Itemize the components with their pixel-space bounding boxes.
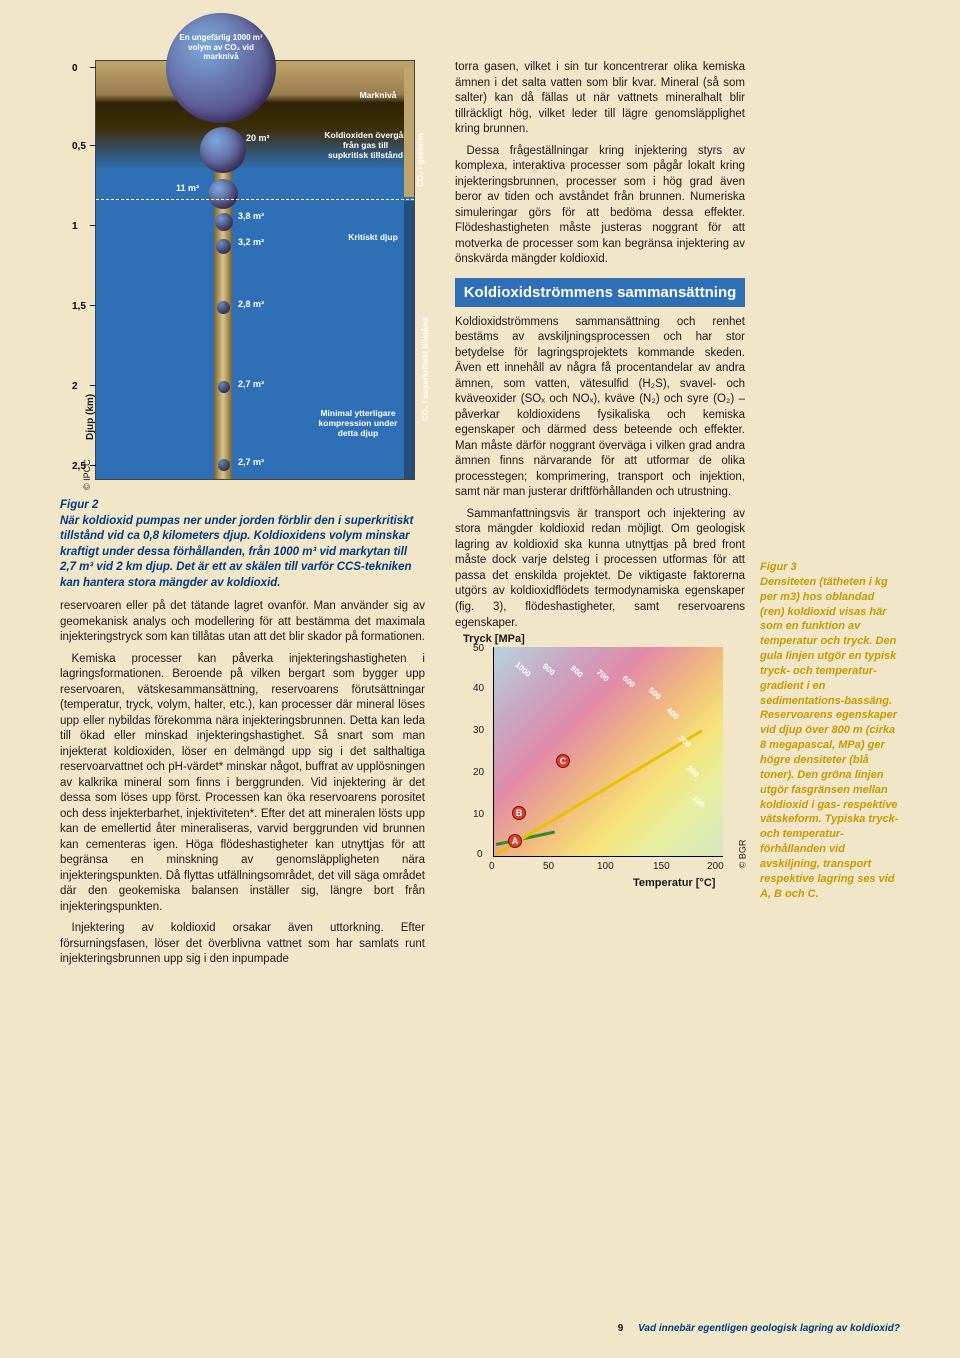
chart-ytick: 30 — [473, 725, 484, 736]
point-c: C — [556, 754, 570, 768]
kritiskt-label: Kritiskt djup — [338, 233, 408, 243]
chart-ytick: 40 — [473, 683, 484, 694]
chart-ytick: 10 — [473, 809, 484, 820]
co2-bubble — [215, 213, 233, 231]
fig3-title: Figur 3 — [760, 561, 797, 573]
iso-label: 1000 — [513, 660, 532, 679]
co2-bubble — [217, 301, 230, 314]
co2-depth-diagram: 0 0,5 1 1,5 2 2,5 En ungefärlig 1000 m³ … — [95, 60, 415, 480]
co2-bubble — [218, 459, 230, 471]
vol-label: 3,8 m³ — [238, 211, 264, 222]
markniva-label: Marknivå — [348, 91, 408, 101]
footer-title: Vad innebär egentligen geologisk lagring… — [638, 1323, 900, 1334]
bubble-main-label: En ungefärlig 1000 m³ volym av CO₂ vid m… — [176, 33, 266, 62]
fig2-title: Figur 2 — [60, 499, 98, 511]
iso-label: 800 — [569, 664, 585, 680]
chart-plot-area: 1000 900 800 700 600 500 400 300 200 100… — [493, 647, 723, 857]
fig3-body: Densiteten (tätheten i kg per m3) hos ob… — [760, 576, 898, 900]
diag1-tick: 1 — [72, 221, 78, 232]
diag1-tick: 0 — [72, 63, 78, 74]
minimal-label: Minimal ytterligare kompression under de… — [308, 409, 408, 438]
vol-label: 2,8 m³ — [238, 299, 264, 310]
co2-bubble — [216, 239, 231, 254]
supercrit-phase-bar — [404, 201, 414, 479]
supercrit-phase-label: CO₂ i superkritiskt tillstånd — [421, 318, 430, 421]
iso-label: 100 — [691, 794, 707, 810]
chart-xtick: 50 — [543, 861, 554, 872]
iso-label: 400 — [665, 706, 681, 722]
co2-bubble-surface — [166, 13, 276, 123]
vol-label: 11 m³ — [176, 183, 199, 194]
iso-label: 700 — [595, 668, 611, 684]
page-content: Djup (km) © IPCC 0 0,5 1 1,5 2 2,5 En un… — [60, 60, 900, 1298]
paragraph: Koldioxidströmmens sammansättning och re… — [455, 315, 745, 501]
iso-label: 500 — [647, 686, 663, 702]
gas-phase-label: CO₂ i gasform — [416, 133, 425, 187]
page-number: 9 — [618, 1323, 624, 1334]
diag1-tick: 0,5 — [72, 141, 86, 152]
co2-bubble — [218, 381, 230, 393]
density-chart: Tryck [MPa] 1000 900 800 700 600 500 400… — [463, 639, 743, 899]
paragraph: torra gasen, vilket i sin tur koncentrer… — [455, 60, 745, 138]
right-bottom-text: Koldioxidströmmens sammansättning och re… — [455, 315, 745, 631]
page-footer: 9 Vad innebär egentligen geologisk lagri… — [618, 1323, 900, 1334]
diag1-tick: 1,5 — [72, 301, 86, 312]
left-column: Djup (km) © IPCC 0 0,5 1 1,5 2 2,5 En un… — [60, 60, 425, 974]
chart-xtick: 200 — [707, 861, 724, 872]
margin-column: Figur 3 Densiteten (tätheten i kg per m3… — [760, 560, 900, 901]
chart-xtick: 0 — [489, 861, 495, 872]
section-heading: Koldioxidströmmens sammansättning — [455, 278, 745, 307]
gradient-line — [495, 730, 702, 856]
chart-xtick: 150 — [653, 861, 670, 872]
fig2-body: När koldioxid pumpas ner under jorden fö… — [60, 515, 413, 589]
gas-phase-bar — [404, 67, 414, 197]
iso-label: 900 — [541, 662, 557, 678]
right-column: torra gasen, vilket i sin tur koncentrer… — [455, 60, 745, 899]
chart-credit: © BGR — [738, 840, 748, 869]
vol-label: 3,2 m³ — [238, 237, 264, 248]
co2-bubble — [200, 127, 246, 173]
paragraph: Injektering av koldioxid orsakar även ut… — [60, 921, 425, 968]
chart-x-label: Temperatur [°C] — [633, 877, 715, 889]
chart-ytick: 0 — [477, 849, 483, 860]
vol-label: 2,7 m³ — [238, 379, 264, 390]
overgang-label: Koldioxiden övergår från gas till supkri… — [323, 131, 408, 160]
paragraph: reservoaren eller på det tätande lagret … — [60, 599, 425, 646]
chart-ytick: 20 — [473, 767, 484, 778]
diag1-tick: 2 — [72, 381, 78, 392]
co2-bubble — [208, 179, 238, 209]
left-body-text: reservoaren eller på det tätande lagret … — [60, 599, 425, 968]
right-top-text: torra gasen, vilket i sin tur koncentrer… — [455, 60, 745, 268]
critical-depth-line — [96, 199, 414, 200]
paragraph: Sammanfattningsvis är transport och inje… — [455, 507, 745, 631]
vol-label: 20 m³ — [246, 133, 270, 144]
point-b: B — [512, 806, 526, 820]
point-a: A — [508, 834, 522, 848]
vol-label: 2,7 m³ — [238, 457, 264, 468]
paragraph: Kemiska processer kan påverka injekterin… — [60, 652, 425, 916]
paragraph: Dessa frågeställningar kring injektering… — [455, 144, 745, 268]
figure-3-caption: Figur 3 Densiteten (tätheten i kg per m3… — [760, 560, 900, 901]
figure-2-caption: Figur 2 När koldioxid pumpas ner under j… — [60, 498, 425, 591]
iso-label: 600 — [621, 674, 637, 690]
chart-ytick: 50 — [473, 643, 484, 654]
iso-label: 200 — [685, 764, 701, 780]
diag1-tick: 2,5 — [72, 461, 86, 472]
chart-xtick: 100 — [597, 861, 614, 872]
